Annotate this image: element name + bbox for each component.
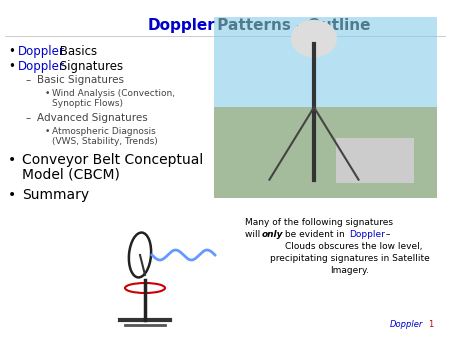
Text: Conveyor Belt Conceptual: Conveyor Belt Conceptual <box>22 153 203 167</box>
Text: Doppler: Doppler <box>18 60 65 73</box>
Text: be evident in: be evident in <box>282 230 347 239</box>
Bar <box>336 138 414 183</box>
Text: (VWS, Stability, Trends): (VWS, Stability, Trends) <box>52 137 158 146</box>
Text: Model (CBCM): Model (CBCM) <box>22 167 120 181</box>
Text: Doppler: Doppler <box>148 18 216 33</box>
Text: Summary: Summary <box>22 188 89 202</box>
Text: Advanced Signatures: Advanced Signatures <box>37 113 148 123</box>
Text: •: • <box>45 127 50 136</box>
Text: Basic Signatures: Basic Signatures <box>37 75 124 85</box>
Text: Clouds obscures the low level,: Clouds obscures the low level, <box>285 242 423 251</box>
Text: Wind Analysis (Convection,: Wind Analysis (Convection, <box>52 89 175 98</box>
Text: –: – <box>26 113 31 123</box>
Text: Basics: Basics <box>56 45 97 58</box>
Text: Signatures: Signatures <box>56 60 123 73</box>
Text: •: • <box>8 45 15 58</box>
Text: only: only <box>262 230 284 239</box>
Text: Patterns - Outline: Patterns - Outline <box>212 18 370 33</box>
Text: Synoptic Flows): Synoptic Flows) <box>52 99 123 108</box>
Text: precipitating signatures in Satellite: precipitating signatures in Satellite <box>270 254 430 263</box>
Text: –: – <box>26 75 31 85</box>
Bar <box>214 17 436 107</box>
Text: 1: 1 <box>428 320 433 329</box>
Text: Imagery.: Imagery. <box>330 266 369 275</box>
Text: Many of the following signatures: Many of the following signatures <box>245 218 393 227</box>
Text: Doppler: Doppler <box>18 45 65 58</box>
Text: Atmospheric Diagnosis: Atmospheric Diagnosis <box>52 127 156 136</box>
Text: –: – <box>383 230 391 239</box>
Text: •: • <box>8 153 16 167</box>
Text: •: • <box>8 188 16 202</box>
Text: Doppler: Doppler <box>390 320 423 329</box>
Circle shape <box>292 21 336 57</box>
Bar <box>214 107 436 198</box>
Text: Doppler: Doppler <box>349 230 385 239</box>
Text: will: will <box>245 230 263 239</box>
Text: •: • <box>8 60 15 73</box>
Text: •: • <box>45 89 50 98</box>
